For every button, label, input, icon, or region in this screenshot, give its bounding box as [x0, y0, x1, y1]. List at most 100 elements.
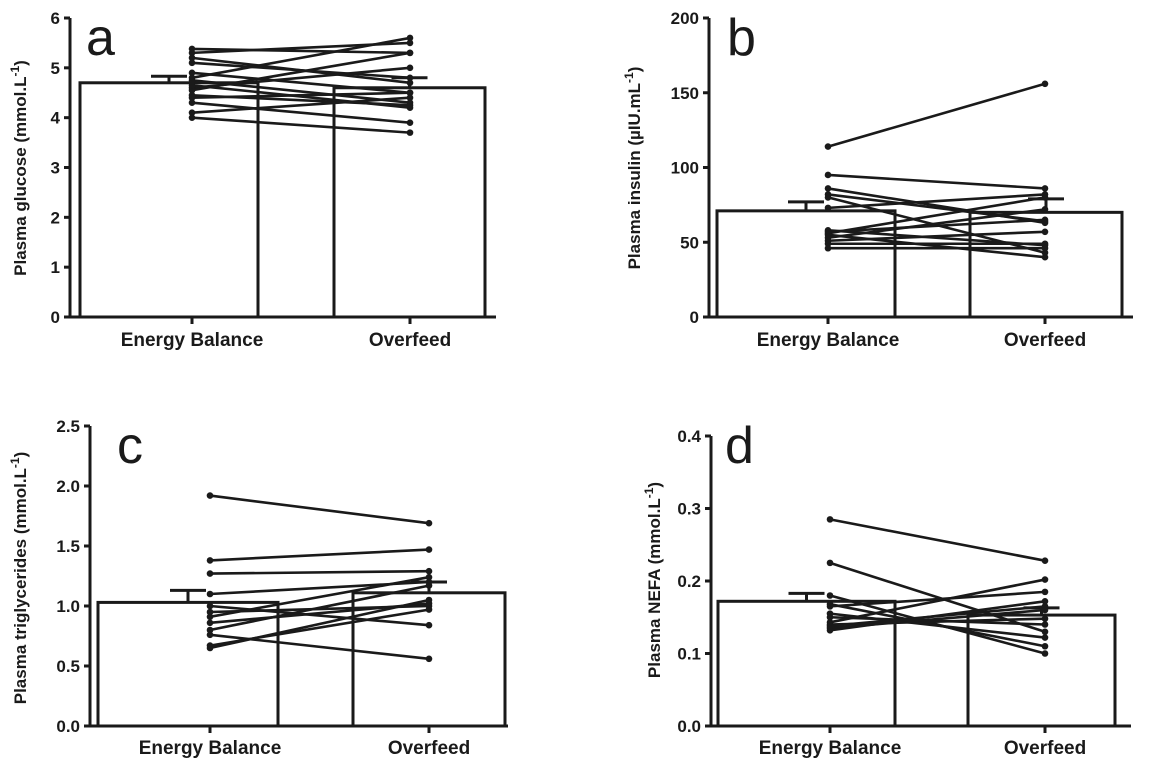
- data-point: [826, 613, 834, 621]
- x-tick-label: Overfeed: [1004, 738, 1086, 759]
- data-point: [206, 602, 214, 610]
- y-tick-label: 100: [671, 159, 699, 178]
- y-tick-label: 0.4: [677, 427, 701, 446]
- panel-letter: a: [86, 9, 115, 67]
- data-point: [425, 546, 433, 553]
- x-tick-label: Energy Balance: [757, 330, 900, 351]
- y-tick-label: 2.0: [56, 477, 80, 496]
- paired-line: [827, 218, 1046, 234]
- data-point: [406, 64, 414, 72]
- data-point: [206, 644, 214, 652]
- data-point: [188, 114, 196, 121]
- data-point: [406, 94, 414, 102]
- data-point: [824, 143, 832, 150]
- data-point: [1041, 244, 1049, 252]
- data-point: [188, 49, 196, 57]
- paired-line: [209, 604, 430, 614]
- y-axis-title: Plasma NEFA (mmol.L-1): [642, 482, 664, 678]
- data-point: [824, 194, 832, 201]
- paired-line: [191, 47, 411, 55]
- data-point: [1041, 194, 1049, 201]
- paired-line: [191, 51, 411, 92]
- data-point: [1041, 228, 1049, 236]
- data-point: [1041, 621, 1049, 628]
- data-point: [824, 171, 832, 179]
- y-tick-label: 0.0: [677, 717, 701, 736]
- paired-line: [827, 193, 1046, 210]
- paired-line: [827, 230, 1046, 243]
- data-point: [206, 570, 214, 577]
- paired-line: [827, 82, 1046, 148]
- y-tick-label: 3: [51, 159, 60, 178]
- data-point: [1041, 80, 1049, 88]
- data-point: [826, 559, 834, 567]
- data-point: [188, 69, 196, 77]
- data-point: [425, 573, 433, 581]
- y-tick-label: 150: [671, 84, 699, 103]
- data-point: [1041, 634, 1049, 641]
- data-point: [1041, 598, 1049, 605]
- paired-line: [191, 116, 411, 134]
- y-tick-label: 2.5: [56, 417, 80, 436]
- y-tick-label: 0.1: [677, 645, 701, 664]
- data-point: [425, 602, 433, 610]
- data-point: [824, 185, 832, 192]
- data-point: [406, 129, 414, 136]
- paired-line: [829, 578, 1046, 624]
- paired-line: [191, 36, 411, 80]
- data-point: [1041, 185, 1049, 192]
- data-point: [188, 86, 196, 94]
- paired-line: [829, 600, 1046, 632]
- x-tick-label: Overfeed: [369, 330, 451, 351]
- data-point: [1041, 650, 1049, 657]
- paired-line: [191, 71, 411, 95]
- data-point: [406, 34, 414, 42]
- y-tick-label: 0.0: [56, 717, 80, 736]
- x-tick-label: Overfeed: [1004, 330, 1086, 351]
- panel-letter: b: [727, 9, 756, 67]
- data-point: [406, 89, 414, 97]
- data-point: [425, 621, 433, 629]
- data-point: [425, 567, 433, 575]
- data-point: [188, 76, 196, 84]
- data-point: [425, 655, 433, 663]
- data-point: [188, 99, 196, 107]
- data-point: [425, 582, 433, 589]
- data-point: [826, 592, 834, 599]
- paired-line: [829, 590, 1046, 608]
- data-point: [188, 94, 196, 102]
- data-point: [1041, 588, 1049, 596]
- data-point: [206, 590, 214, 598]
- bar-overfeed: [332, 86, 487, 319]
- y-tick-label: 200: [671, 9, 699, 28]
- data-point: [206, 631, 214, 639]
- data-point: [1041, 253, 1049, 261]
- data-point: [206, 626, 214, 634]
- paired-line: [827, 196, 1046, 235]
- paired-line: [827, 193, 1046, 223]
- data-point: [188, 59, 196, 67]
- bar-energy-balance: [716, 599, 897, 728]
- y-tick-label: 5: [51, 59, 60, 78]
- chart-panel-c: 0.0 0.5 1.0 1.5 2.0 2.5 Energy Balance Overfeed…: [8, 417, 508, 759]
- panel-letter: c: [117, 417, 143, 475]
- y-tick-label: 1.0: [56, 597, 80, 616]
- bar-overfeed: [968, 210, 1124, 319]
- y-tick-label: 0.2: [677, 572, 701, 591]
- data-point: [188, 109, 196, 116]
- data-point: [206, 492, 214, 499]
- paired-line: [191, 96, 411, 114]
- data-point: [1041, 606, 1049, 614]
- y-tick-label: 0.5: [56, 657, 80, 676]
- paired-line: [209, 548, 430, 562]
- data-point: [824, 204, 832, 212]
- data-point: [406, 119, 414, 126]
- data-point: [1041, 642, 1049, 650]
- data-point: [1041, 576, 1049, 583]
- data-point: [425, 596, 433, 604]
- chart-panel-d: 0.0 0.1 0.2 0.3 0.4 Energy Balance Overfeed Pla…: [642, 417, 1131, 759]
- paired-line: [827, 208, 1046, 240]
- paired-line: [827, 173, 1046, 190]
- data-point: [206, 619, 214, 627]
- data-point: [188, 81, 196, 89]
